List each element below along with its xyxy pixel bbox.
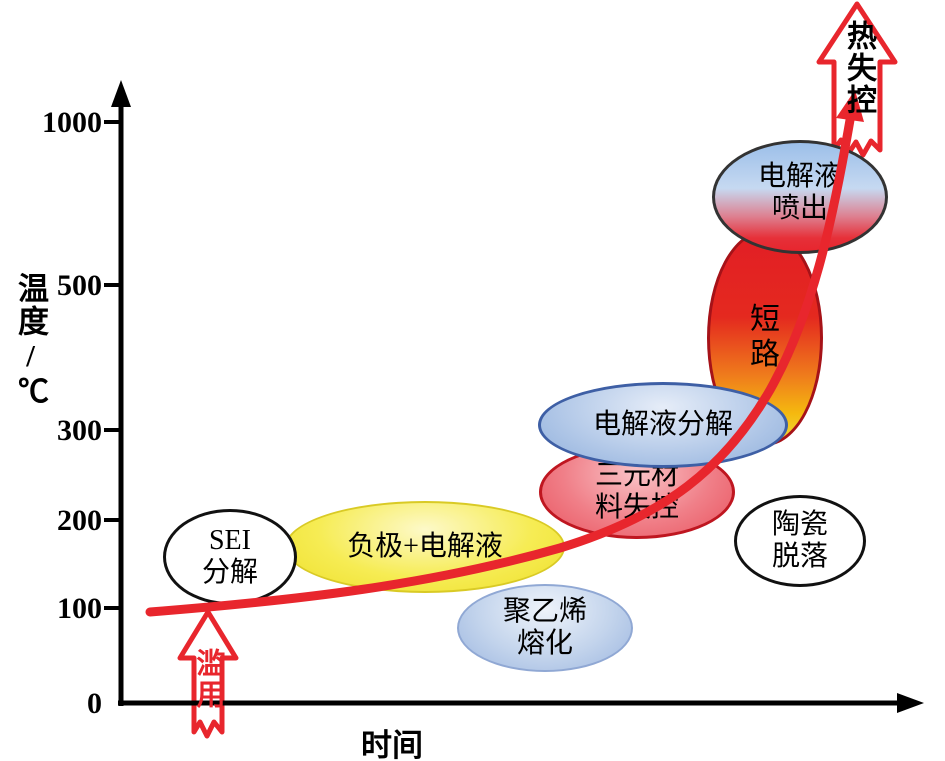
abuse-arrow-label: 滥用 (189, 648, 227, 736)
stage-ceramic-detachment: 陶瓷 脱落 (734, 495, 866, 587)
stage-sei-decomposition-label: SEI 分解 (201, 524, 258, 588)
y-tick-label-0: 0 (87, 687, 102, 720)
thermal-runaway-arrow-label: 热失控 (839, 20, 877, 144)
y-tick-label-200: 200 (57, 504, 102, 537)
stage-ternary-material-runaway-label: 三元材 料失控 (594, 459, 679, 523)
stage-electrolyte-decomposition: 电解液分解 (538, 382, 788, 468)
stage-electrolyte-ejection-label: 电解液 喷出 (757, 160, 842, 224)
stage-ceramic-detachment-label: 陶瓷 脱落 (771, 508, 828, 572)
stage-polyethylene-melting-label: 聚乙烯 熔化 (502, 595, 587, 659)
stage-anode-electrolyte: 负极+电解液 (285, 501, 565, 593)
y-axis-title: 温度/℃ (13, 272, 48, 408)
stage-polyethylene-melting: 聚乙烯 熔化 (457, 584, 633, 672)
y-tick-label-1000: 1000 (42, 106, 102, 139)
stage-anode-electrolyte-label: 负极+电解液 (347, 530, 503, 562)
x-axis-title: 时间 (361, 728, 423, 761)
stage-sei-decomposition: SEI 分解 (163, 509, 297, 605)
x-axis-arrowhead (897, 693, 924, 713)
stage-electrolyte-ejection: 电解液 喷出 (712, 140, 888, 254)
thermal-runaway-arrow-label-text: 热失控 (842, 20, 875, 116)
stage-short-circuit-label: 短 路 (750, 303, 780, 371)
y-tick-label-500: 500 (57, 269, 102, 302)
y-axis-arrowhead (111, 80, 131, 107)
y-tick-label-300: 300 (57, 414, 102, 447)
abuse-arrow-label-text: 滥用 (192, 648, 224, 710)
stage-electrolyte-decomposition-label: 电解液分解 (592, 408, 733, 440)
y-tick-label-100: 100 (57, 592, 102, 625)
